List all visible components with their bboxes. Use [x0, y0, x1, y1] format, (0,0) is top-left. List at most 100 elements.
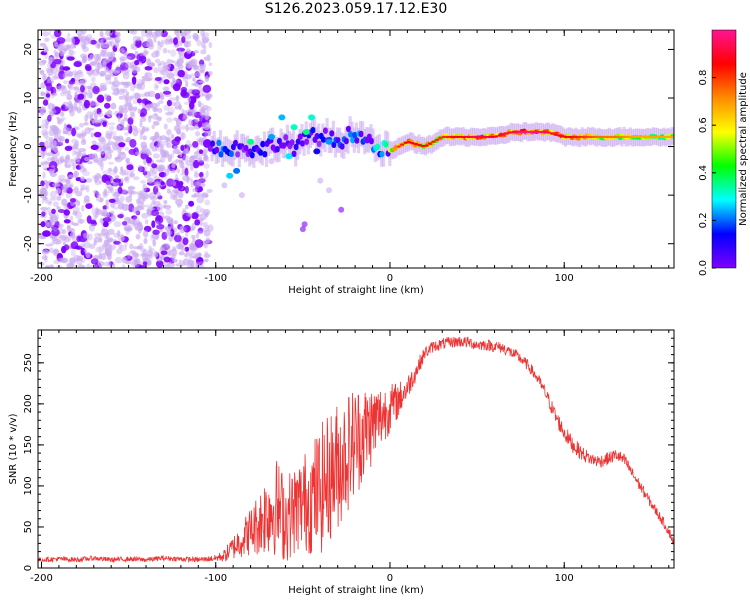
spectrogram-noise-dot: [163, 204, 172, 210]
spectrogram-noise-dot: [162, 243, 169, 248]
spectrogram-noise-dot: [130, 111, 135, 118]
spectrogram-noise-dot: [128, 105, 134, 111]
spectrogram-noise-dot: [48, 109, 55, 115]
spectrogram-noise-dot: [158, 164, 166, 172]
snr-y-axis-label: SNR (10 * v/v): [8, 413, 19, 484]
spectrogram-noise-dot: [135, 209, 139, 215]
spectrogram-ridge-core: [612, 135, 617, 139]
spectrogram-noise-dot: [151, 124, 155, 130]
spectrogram-noise-dot: [173, 258, 178, 263]
spectrogram-noise-dot: [200, 107, 206, 113]
spectrogram-noise-dot: [176, 58, 184, 67]
spectrogram-ridge-core: [497, 134, 502, 137]
spectrogram-noise-dot: [124, 131, 129, 136]
spectrogram-noise-dot: [166, 143, 172, 149]
spectrogram-noise-dot: [203, 253, 211, 258]
spectrogram-noise-dot: [50, 110, 54, 116]
spectrogram-noise-dot: [117, 115, 121, 123]
spectrogram-noise-dot: [193, 72, 201, 77]
spectrogram-ridge-core: [619, 135, 624, 139]
spectrogram-noise-dot: [142, 196, 147, 202]
spectrogram-noise-dot: [192, 187, 198, 193]
spectrogram-noise-dot: [166, 129, 172, 136]
spectrogram-y-ticks: -20 -10 0 10 20: [23, 29, 674, 264]
spectrogram-noise-dot: [147, 170, 154, 177]
spectrogram-noise-dot: [173, 220, 178, 225]
spectrogram-noise-dot: [65, 154, 70, 161]
spectrogram-noise-dot: [86, 215, 92, 224]
spectrogram-ridge-cell: [249, 152, 255, 159]
spectrogram-noise-dot: [79, 123, 85, 128]
spectrogram-noise-dot: [110, 102, 117, 110]
spectrogram-noise-dot: [125, 228, 130, 236]
snr-y-tick-label: 0: [23, 565, 34, 571]
spectrogram-noise-dot: [85, 184, 90, 193]
spectrogram-noise-dot: [154, 92, 161, 100]
spectrogram-noise-dot: [47, 102, 54, 110]
spectrogram-noise-dot: [98, 180, 103, 185]
spectrogram-noise-dot: [176, 168, 181, 174]
spectrogram-noise-dot: [73, 73, 80, 82]
spectrogram-noise-dot: [156, 191, 161, 197]
spectrogram-noise-dot: [198, 93, 205, 97]
spectrogram-ridge-core: [591, 135, 596, 139]
spectrogram-noise-dot: [110, 51, 116, 59]
spectrogram-noise-dot: [135, 128, 141, 133]
spectrogram-noise-dot: [132, 125, 138, 131]
spectrogram-noise-dot: [118, 142, 126, 148]
spectrogram-noise-dot: [191, 234, 196, 239]
spectrogram-ridge-cell: [295, 138, 301, 145]
spectrogram-noise-dot: [141, 75, 148, 80]
spectrogram-noise-dot: [177, 69, 185, 78]
spectrogram-noise-dot: [143, 230, 149, 238]
spectrogram-ridge-cell: [345, 125, 352, 133]
spectrogram-ridge-cell: [297, 133, 303, 140]
spectrogram-noise-dot: [165, 35, 173, 43]
spectrogram-noise-dot: [142, 261, 148, 266]
spectrogram-noise-dot: [82, 241, 91, 249]
spectrogram-noise-dot: [146, 209, 152, 216]
spectrogram-noise-dot: [156, 206, 162, 211]
spectrogram-noise-dot: [104, 102, 111, 109]
spectrogram-noise-dot: [58, 223, 64, 228]
spectrogram-noise-dot: [98, 160, 104, 168]
spectrogram-noise-dot: [162, 47, 168, 54]
spectrogram-noise-dot: [192, 237, 196, 243]
spectrogram-noise-dot: [66, 56, 75, 61]
spectrogram-noise-dot: [131, 70, 138, 76]
spectrogram-noise-dot: [159, 42, 164, 48]
spectrogram-noise-dot: [54, 150, 60, 157]
spectrogram-noise-dot: [120, 234, 125, 242]
spectrogram-noise-dot: [137, 108, 142, 115]
spectrogram-noise-dot: [75, 146, 80, 151]
spectrogram-noise-dot: [72, 210, 78, 216]
spectrogram-noise-dot: [132, 216, 140, 222]
spectrogram-noise-dot: [161, 231, 168, 240]
spectrogram-ridge-core: [487, 135, 492, 139]
spectrogram-noise-dot: [197, 120, 203, 128]
spectrogram-noise-dot: [71, 138, 78, 144]
spectrogram-noise-dot: [80, 176, 85, 182]
spectrogram-noise-dot: [142, 135, 147, 141]
snr-y-tick-label: 200: [23, 394, 34, 413]
spectrogram-noise-dot: [67, 184, 73, 188]
spectrogram-noise-dot: [98, 136, 106, 143]
spectrogram-noise-dot: [39, 70, 45, 74]
spectrogram-noise-dot: [94, 213, 99, 218]
spectrogram-noise-dot: [160, 250, 168, 256]
spectrogram-noise-dot: [99, 31, 104, 37]
spectrogram-faint-blob: [238, 192, 245, 199]
spectrogram-ridge-cell: [375, 143, 381, 150]
spectrogram-noise-dot: [83, 195, 90, 203]
spectrogram-noise-dot: [203, 122, 211, 131]
spectrogram-noise-dot: [191, 82, 199, 86]
spectrogram-noise-dot: [105, 130, 113, 136]
spectrogram-noise-dot: [200, 49, 207, 55]
spectrogram-noise-dot: [156, 203, 164, 211]
spectrogram-noise-dot: [192, 141, 199, 148]
spectrogram-noise-dot: [59, 257, 67, 263]
spectrogram-noise-dot: [204, 224, 210, 230]
spectrogram-ridge-cell: [352, 131, 358, 139]
spectrogram-noise-dot: [100, 163, 104, 171]
spectrogram-noise-dot: [181, 36, 186, 44]
